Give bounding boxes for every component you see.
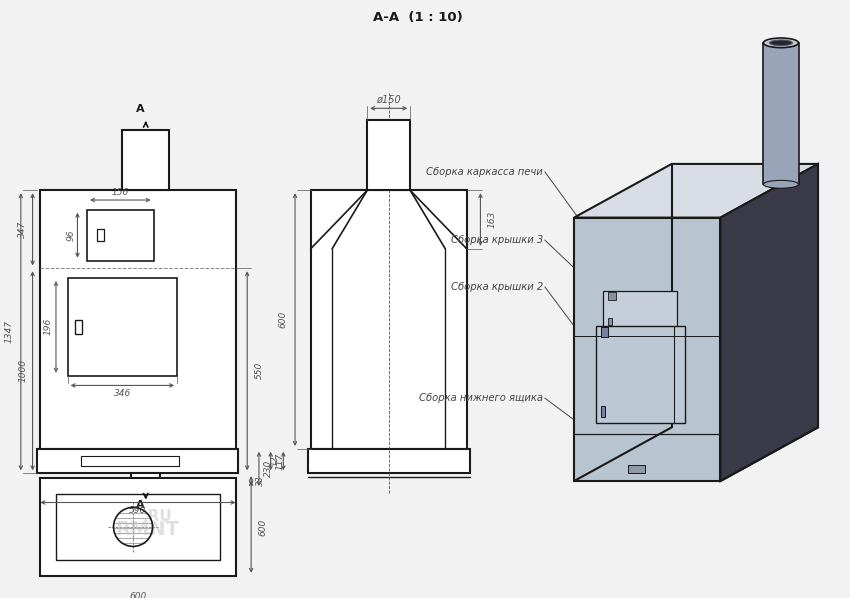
Text: А: А	[136, 501, 144, 510]
Text: 196: 196	[43, 318, 53, 335]
Text: 163: 163	[488, 211, 496, 228]
Bar	[602, 405, 605, 417]
Text: Сборка крышки 3: Сборка крышки 3	[450, 235, 543, 245]
Text: 590: 590	[129, 506, 146, 515]
Bar	[763, 43, 798, 184]
Text: 1000: 1000	[19, 359, 27, 382]
Text: 33: 33	[257, 475, 265, 486]
Text: RMNT: RMNT	[116, 520, 179, 539]
Text: 156: 156	[111, 188, 129, 197]
Text: 600: 600	[129, 591, 146, 598]
Bar	[40, 478, 235, 576]
Bar	[122, 130, 169, 190]
Bar	[602, 328, 609, 337]
Polygon shape	[574, 218, 721, 481]
Bar	[596, 325, 685, 423]
Polygon shape	[574, 164, 818, 218]
Bar	[628, 465, 645, 473]
Text: 96: 96	[67, 230, 76, 241]
Bar	[97, 229, 104, 241]
Bar	[604, 291, 677, 328]
Text: 600: 600	[279, 311, 288, 328]
Text: Сборка крышки 2: Сборка крышки 2	[450, 282, 543, 292]
Bar	[131, 473, 161, 489]
Bar	[367, 120, 411, 190]
Ellipse shape	[763, 181, 798, 188]
Bar	[68, 278, 177, 376]
Text: .RU: .RU	[143, 509, 173, 524]
Polygon shape	[721, 164, 818, 481]
Bar	[308, 449, 470, 473]
Text: 346: 346	[114, 389, 131, 398]
Text: 347: 347	[19, 221, 27, 238]
Bar	[82, 456, 178, 466]
Bar	[40, 190, 235, 449]
Bar	[609, 318, 612, 325]
Text: 550: 550	[254, 362, 264, 379]
Bar	[310, 190, 467, 449]
Text: 600: 600	[258, 518, 268, 536]
Bar	[88, 210, 154, 261]
Bar	[76, 320, 82, 334]
Text: ø150: ø150	[377, 94, 401, 105]
Text: Сборка нижнего ящика: Сборка нижнего ящика	[419, 393, 543, 403]
Ellipse shape	[769, 40, 792, 45]
Bar	[609, 292, 616, 300]
Text: Сборка каркасса печи: Сборка каркасса печи	[426, 167, 543, 177]
Text: 117: 117	[276, 453, 285, 469]
Text: 230: 230	[264, 460, 273, 477]
Ellipse shape	[763, 38, 798, 48]
Text: А: А	[136, 104, 144, 114]
Text: 1347: 1347	[4, 321, 14, 343]
Bar	[56, 494, 220, 560]
Bar	[37, 449, 239, 473]
Text: 12: 12	[271, 456, 280, 466]
Text: А-А  (1 : 10): А-А (1 : 10)	[373, 11, 463, 24]
